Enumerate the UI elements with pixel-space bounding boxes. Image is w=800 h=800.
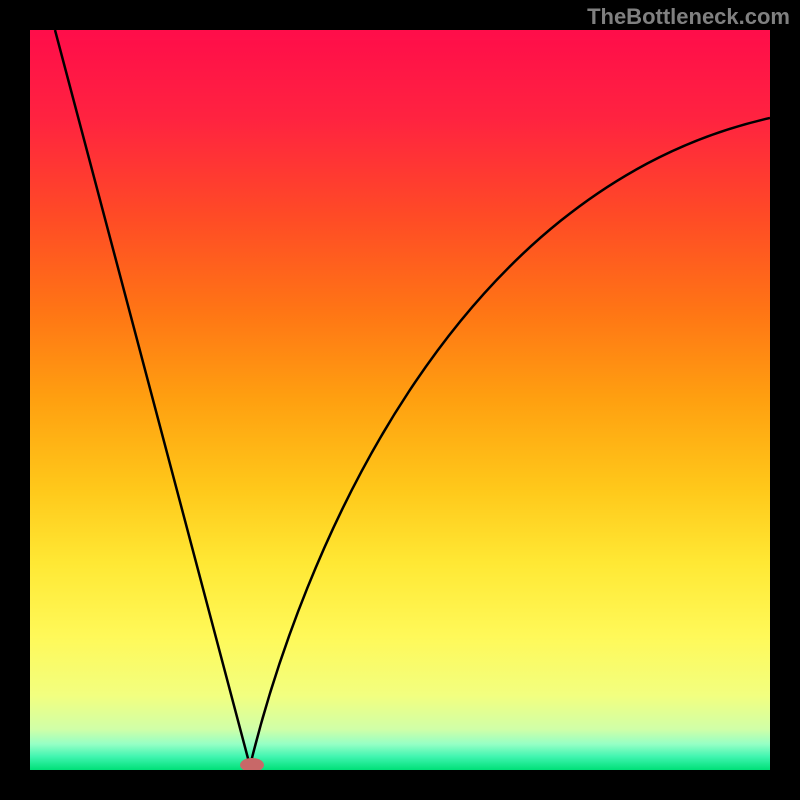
chart-background xyxy=(30,30,770,770)
watermark-text: TheBottleneck.com xyxy=(587,4,790,30)
bottleneck-chart xyxy=(0,0,800,800)
optimal-point-marker xyxy=(240,758,264,772)
chart-container: TheBottleneck.com xyxy=(0,0,800,800)
